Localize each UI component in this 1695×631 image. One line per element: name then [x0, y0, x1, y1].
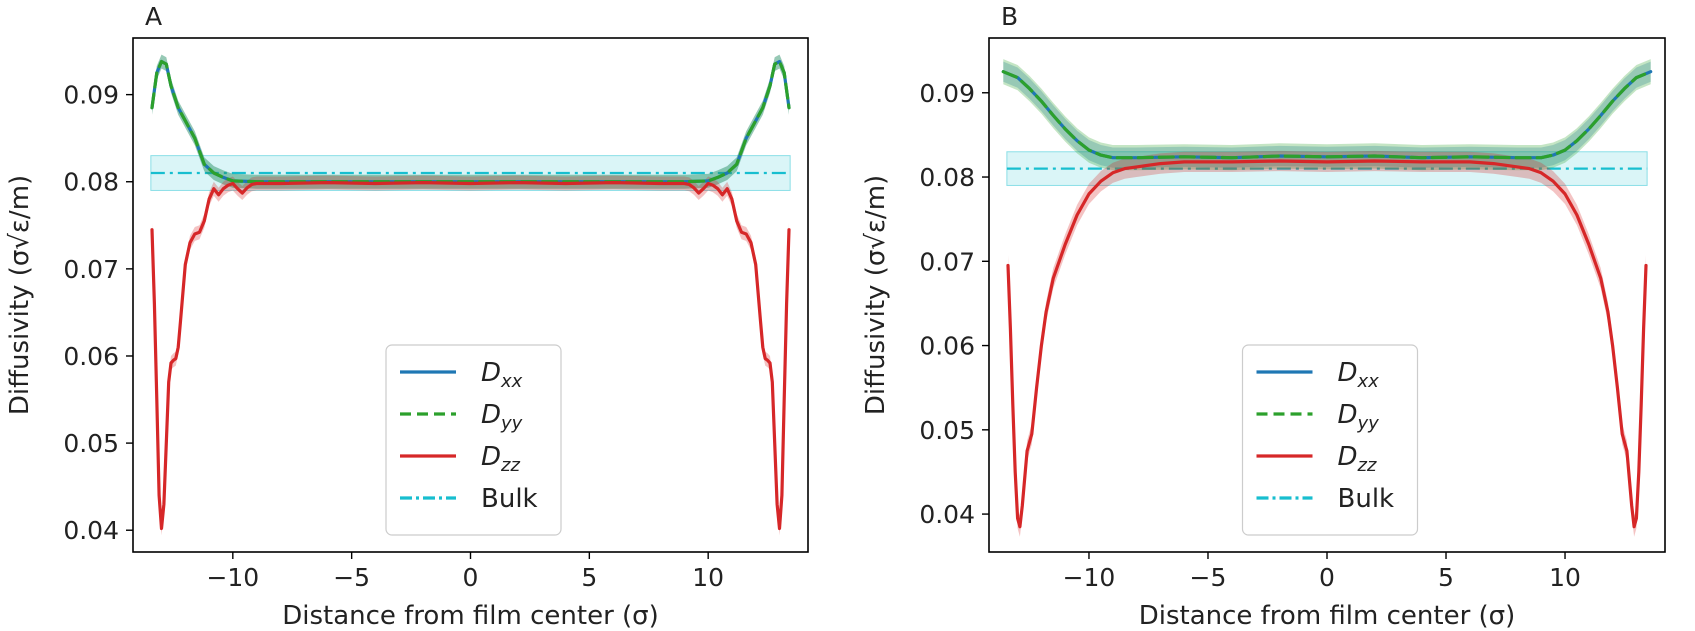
- legend-label: Bulk: [1338, 484, 1395, 514]
- series-band-dyy: [1003, 59, 1651, 171]
- y-tick-label: 0.04: [63, 516, 119, 545]
- series-line-dzz: [150, 181, 791, 531]
- x-tick-label: −5: [333, 563, 370, 592]
- series-line-dzz: [1006, 159, 1648, 529]
- x-tick-label: 5: [1438, 563, 1454, 592]
- panel-letter: A: [145, 2, 162, 31]
- legend-subscript: xx: [1357, 371, 1380, 392]
- y-axis-label: Diffusivity (σ√ε/m): [5, 175, 35, 415]
- x-tick-label: 10: [692, 563, 724, 592]
- legend-label: Dzz: [481, 442, 520, 476]
- plot-area: [150, 54, 791, 536]
- y-tick-label: 0.09: [919, 79, 975, 108]
- legend-symbol: D: [481, 400, 501, 430]
- legend-subscript: zz: [500, 455, 520, 476]
- panel-b: B −10 −5 0 5 10 0.04 0.05 0.06 0.07 0.08 0.09 Distan…: [861, 2, 1666, 631]
- series-line-dyy: [1001, 70, 1653, 160]
- y-tick-label: 0.08: [63, 168, 119, 197]
- x-tick-label: 10: [1549, 563, 1581, 592]
- y-tick-label: 0.08: [919, 163, 975, 192]
- y-tick-label: 0.07: [63, 255, 119, 284]
- x-tick-label: −10: [1063, 563, 1116, 592]
- legend-subscript: xx: [500, 371, 523, 392]
- legend-label: Dxx: [1338, 358, 1380, 392]
- panel-a: A −10 −5 0 5 10 0.04 0.05 0.06 0.07 0.08 0.09 Distan…: [5, 2, 809, 631]
- legend-label: Dxx: [481, 358, 523, 392]
- legend-subscript: yy: [1357, 413, 1380, 434]
- y-tick-label: 0.09: [63, 81, 119, 110]
- legend-label: Dzz: [1338, 442, 1377, 476]
- x-axis-label: Distance from film center (σ): [282, 601, 659, 631]
- x-tick-label: −10: [206, 563, 259, 592]
- x-axis-label: Distance from film center (σ): [1139, 601, 1516, 631]
- y-tick-label: 0.06: [919, 332, 975, 361]
- panel-letter: B: [1001, 2, 1018, 31]
- legend-subscript: yy: [500, 413, 523, 434]
- y-tick-label: 0.05: [919, 416, 975, 445]
- x-tick-label: 0: [463, 563, 479, 592]
- x-tick-label: 0: [1319, 563, 1335, 592]
- series-line-dyy: [150, 59, 791, 184]
- legend-symbol: D: [1338, 442, 1358, 472]
- y-tick-label: 0.05: [63, 429, 119, 458]
- legend-label: Bulk: [481, 484, 538, 514]
- legend-box: [1241, 344, 1419, 536]
- plot-area: [1001, 59, 1653, 537]
- y-tick-label: 0.06: [63, 342, 119, 371]
- x-tick-label: −5: [1190, 563, 1227, 592]
- legend-symbol: D: [481, 442, 501, 472]
- legend-label: Dyy: [1338, 400, 1380, 434]
- legend-label: Dyy: [481, 400, 523, 434]
- legend-symbol: D: [481, 358, 501, 388]
- y-tick-label: 0.04: [919, 500, 975, 529]
- legend-subscript: zz: [1357, 455, 1377, 476]
- x-tick-label: 5: [581, 563, 597, 592]
- legend-box: [385, 344, 562, 536]
- y-axis-label: Diffusivity (σ√ε/m): [861, 175, 891, 415]
- legend-symbol: D: [1338, 358, 1358, 388]
- legend-symbol: D: [1338, 400, 1358, 430]
- y-tick-label: 0.07: [919, 247, 975, 276]
